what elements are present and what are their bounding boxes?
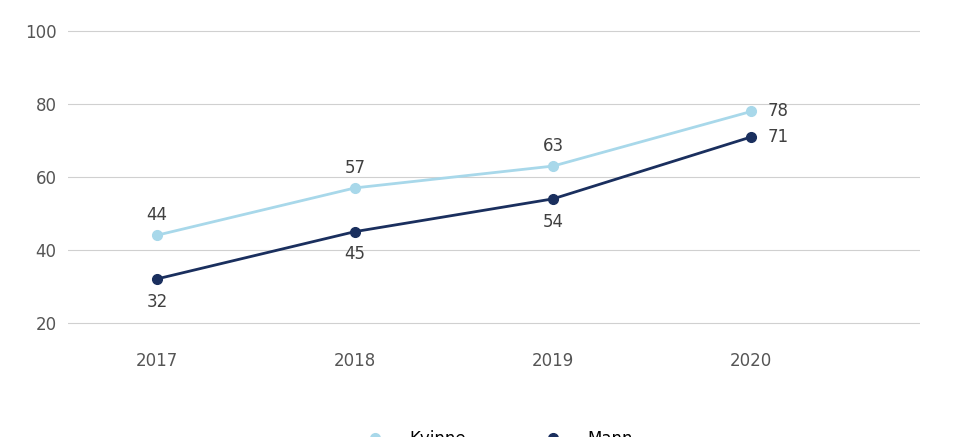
Kvinne [151, 232, 163, 238]
Text: 71: 71 [768, 128, 789, 146]
Legend: Kvinne, Mann: Kvinne, Mann [346, 421, 642, 437]
Text: 32: 32 [146, 293, 167, 311]
Mann [547, 196, 559, 201]
Text: 54: 54 [543, 213, 563, 231]
Kvinne [547, 163, 559, 169]
Text: 45: 45 [345, 246, 366, 264]
Text: 44: 44 [146, 206, 167, 224]
Text: 63: 63 [542, 137, 563, 155]
Kvinne [349, 185, 361, 191]
Mann [745, 134, 757, 139]
Text: 57: 57 [345, 159, 366, 177]
Mann [151, 276, 163, 281]
Kvinne [745, 109, 757, 114]
Line: Mann: Mann [152, 132, 756, 284]
Mann [349, 229, 361, 234]
Line: Kvinne: Kvinne [152, 107, 756, 240]
Text: 78: 78 [768, 102, 789, 121]
